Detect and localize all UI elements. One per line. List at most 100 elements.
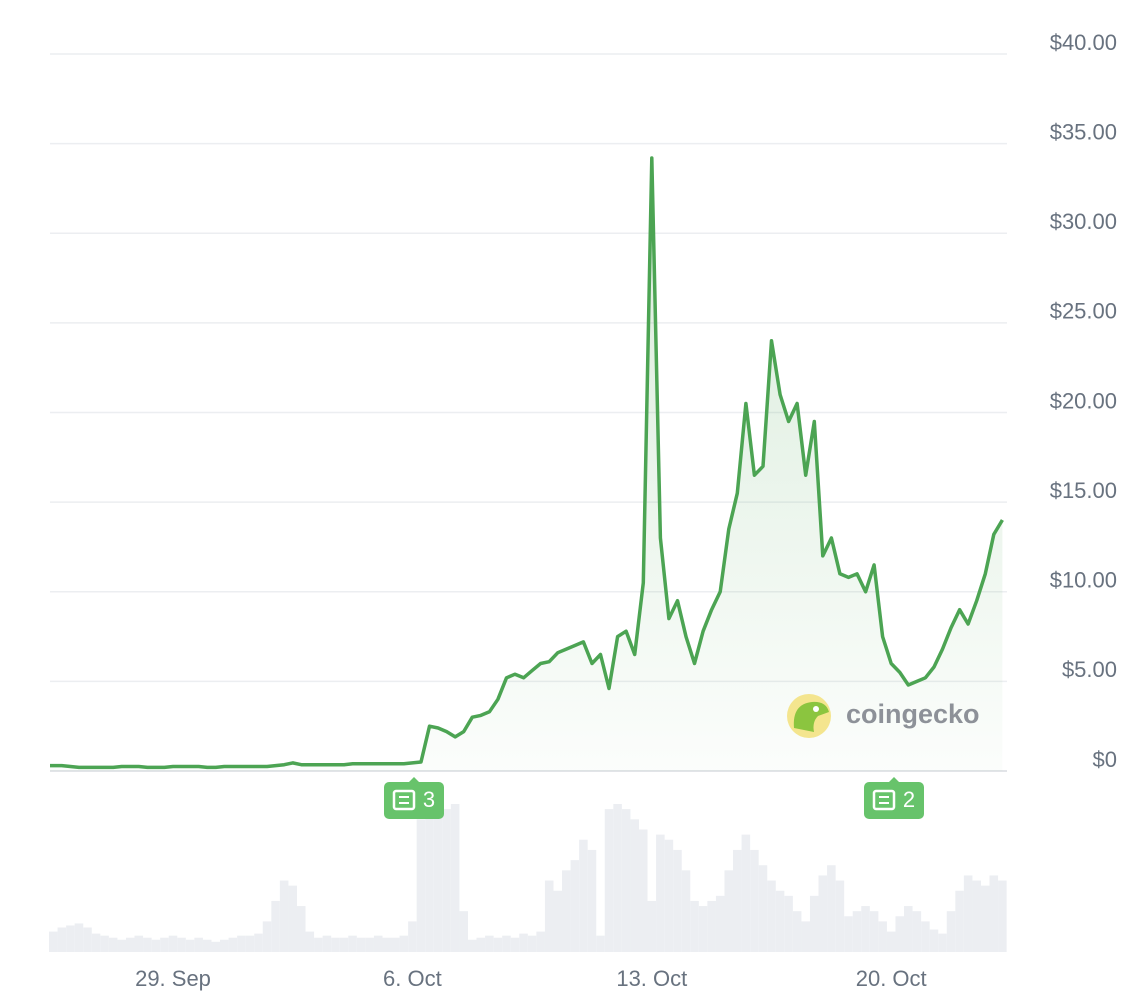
volume-bar [998,880,1007,952]
news-icon [392,789,416,811]
volume-bar [502,935,511,952]
watermark-gecko [793,701,829,732]
volume-bar [151,939,161,952]
news-marker[interactable]: 2 [864,777,924,819]
volume-bar [904,906,913,952]
volume-bar [228,937,238,952]
volume-bar [185,939,195,952]
watermark-text: coingecko [846,699,980,729]
volume-bar [485,935,494,952]
price-line [50,156,1004,770]
news-marker[interactable]: 3 [384,777,444,819]
volume-bar [519,933,528,952]
volume-bar [553,890,563,952]
volume-bar [784,895,793,952]
volume-bar [681,870,691,952]
volume-bar [664,839,674,952]
news-icon [872,789,896,811]
volume-bar [621,809,631,952]
volume-bar [425,804,434,952]
volume-bar [74,923,84,952]
y-tick-label: $0 [1093,747,1117,772]
volume-bar [792,911,802,952]
volume-bar [510,937,520,952]
volume-bar [117,939,126,952]
volume-bar [869,911,879,952]
volume-bar [630,819,639,952]
watermark-eye [813,706,819,712]
volume-bar [818,875,828,952]
volume-bar [314,937,323,952]
volume-bar [715,895,725,952]
volume-bar [442,809,451,952]
volume-bar [245,935,255,952]
volume-bar [134,935,144,952]
volume-bar [878,921,887,952]
volume-bar [49,931,58,952]
volume-bar [296,906,306,952]
volume-bar [373,935,383,952]
y-tick-label: $25.00 [1050,299,1117,324]
volume-bar [955,890,964,952]
volume-bar [391,937,400,952]
volume-bar [741,834,751,952]
watermark: coingecko [787,694,980,738]
news-count: 2 [903,787,915,812]
volume-bar [613,804,622,952]
volume-bar [724,870,734,952]
volume-bar [143,937,152,952]
volume-bar [886,931,896,952]
volume-bar [750,849,759,952]
volume-bar [467,939,477,952]
y-tick-label: $40.00 [1050,30,1117,55]
volume-bar [194,937,203,952]
volume-bar [767,880,776,952]
volume-bar [288,885,297,952]
y-tick-label: $10.00 [1050,568,1117,593]
y-tick-label: $5.00 [1062,657,1117,682]
news-count: 3 [423,787,435,812]
volume-bar [382,937,392,952]
volume-bar [527,935,537,952]
volume-bar [698,906,708,952]
volume-bar [493,937,503,952]
volume-bar [322,935,332,952]
volume-bar [177,937,186,952]
y-tick-label: $30.00 [1050,209,1117,234]
volume-bar [433,809,443,952]
volume-bar [946,911,956,952]
volume-bar [305,931,315,952]
volume-bar [365,937,374,952]
volume-bar [775,890,785,952]
volume-bar [596,935,605,952]
volume-bar [690,900,699,952]
volume-bar [202,939,212,952]
volume-bar [938,933,947,952]
news-pointer [888,777,900,783]
volume-bar [91,933,101,952]
volume-bar [835,880,845,952]
volume-bar [673,849,682,952]
volume-bar [331,937,340,952]
volume-bar [579,839,588,952]
x-tick-label: 29. Sep [135,966,211,991]
volume-bar [852,911,862,952]
volume-bar [562,870,571,952]
y-tick-label: $35.00 [1050,119,1117,144]
volume-bar [83,927,92,952]
x-tick-label: 13. Oct [616,966,687,991]
volume-bar [160,937,169,952]
volume-bar [733,849,742,952]
volume-bar [989,875,999,952]
volume-bar [801,921,810,952]
volume-bar [459,911,468,952]
x-tick-label: 20. Oct [856,966,927,991]
volume-bar [707,900,716,952]
volume-bar [656,834,665,952]
volume-bar [758,865,768,952]
volume-bar [57,927,67,952]
volume-bar [271,900,280,952]
x-tick-label: 6. Oct [383,966,442,991]
y-tick-label: $15.00 [1050,478,1117,503]
